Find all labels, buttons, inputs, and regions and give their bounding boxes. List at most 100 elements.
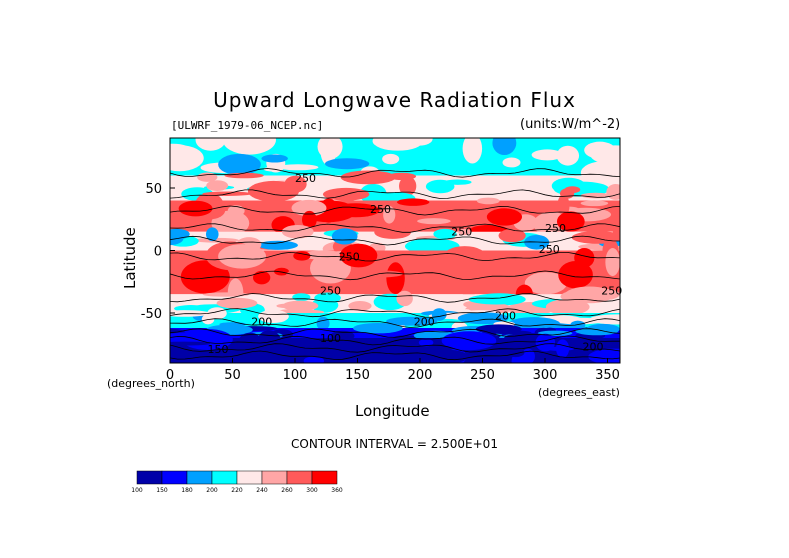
contour-interval: CONTOUR INTERVAL = 2.500E+01 xyxy=(291,437,498,451)
field-patch xyxy=(383,206,396,224)
field-patch xyxy=(590,145,620,165)
field-patch xyxy=(291,199,327,217)
field-patch xyxy=(507,317,561,332)
contour-line xyxy=(170,189,620,199)
field-patch xyxy=(399,176,417,196)
field-patch xyxy=(178,200,213,217)
field-patch xyxy=(433,228,457,240)
field-patch xyxy=(557,194,570,217)
field-patch xyxy=(324,158,370,170)
contour-line xyxy=(170,318,620,328)
field-patch xyxy=(293,251,311,261)
field-patch xyxy=(468,294,525,305)
field-patch xyxy=(386,262,405,295)
contour-label: 250 xyxy=(451,226,472,239)
y-tick-label: 0 xyxy=(154,245,162,260)
field-patch xyxy=(180,260,230,294)
field-patch xyxy=(425,179,455,194)
field-patch xyxy=(441,331,497,351)
field-patch xyxy=(206,227,219,242)
y-axis-title: Latitude xyxy=(121,227,139,289)
field-patch xyxy=(382,153,400,165)
field-patch xyxy=(317,138,343,160)
x-axis-title: Longitude xyxy=(355,402,430,420)
field-patch xyxy=(340,170,396,185)
field-patch xyxy=(222,138,276,155)
field-patch xyxy=(227,205,245,217)
contour-line xyxy=(170,235,620,246)
field-patch xyxy=(380,138,405,149)
colorbar-label: 360 xyxy=(331,487,343,494)
field-patch xyxy=(281,224,314,239)
colorbar-swatch xyxy=(136,470,163,485)
field-patch xyxy=(224,172,264,179)
colorbar-swatch xyxy=(286,470,313,485)
colorbar-swatch xyxy=(186,470,213,485)
colorbar-swatch xyxy=(236,470,263,485)
field-patch xyxy=(460,285,477,296)
units-label: (units:W/m^-2) xyxy=(520,117,621,132)
colorbar-label: 260 xyxy=(281,487,293,494)
field-patch xyxy=(170,341,211,346)
field-patch xyxy=(574,248,595,268)
contour-label: 250 xyxy=(295,172,316,185)
field-patch xyxy=(417,218,451,225)
field-patch xyxy=(170,230,184,246)
contour-label: 250 xyxy=(320,284,341,297)
contour-label: 250 xyxy=(370,203,391,216)
field-patch xyxy=(282,300,319,312)
field-patch xyxy=(376,355,398,362)
y-tick-label: -50 xyxy=(141,307,162,322)
field-patch xyxy=(431,308,447,321)
x-tick-label: 200 xyxy=(408,368,433,383)
field-patch xyxy=(218,153,261,176)
contour-label: 200 xyxy=(495,309,516,322)
field-patch xyxy=(218,244,267,269)
colorbar-label: 100 xyxy=(131,487,143,494)
contour-line xyxy=(170,293,620,303)
x-tick-label: 0 xyxy=(166,368,174,383)
x-tick-label: 300 xyxy=(533,368,558,383)
field-patch xyxy=(285,270,298,282)
contour-line xyxy=(170,308,620,318)
y-unit-label: (degrees_north) xyxy=(107,377,195,390)
field-patch xyxy=(406,138,433,146)
contour-line xyxy=(170,251,620,262)
contour-label: 200 xyxy=(414,316,435,329)
contour-label: 250 xyxy=(601,284,622,297)
field-patch xyxy=(374,225,412,239)
field-patch xyxy=(339,243,378,268)
colorbar-swatch xyxy=(211,470,238,485)
field-patch xyxy=(292,293,311,302)
field-patch xyxy=(498,229,526,243)
field-patch xyxy=(195,138,226,151)
field-patch xyxy=(276,303,295,309)
x-tick-label: 50 xyxy=(224,368,241,383)
file-label: [ULWRF_1979-06_NCEP.nc] xyxy=(171,119,324,132)
field-patch xyxy=(331,228,358,245)
colorbar-label: 300 xyxy=(306,487,318,494)
field-patch xyxy=(570,320,586,330)
field-patch xyxy=(386,172,417,180)
field-patch xyxy=(224,346,249,355)
field-patch xyxy=(531,149,563,161)
contour-line xyxy=(170,343,620,353)
x-tick-label: 350 xyxy=(595,368,620,383)
x-tick-label: 250 xyxy=(470,368,495,383)
field-patch xyxy=(458,228,471,236)
contour-line xyxy=(170,350,620,361)
colorbar-swatch xyxy=(311,470,338,485)
contour-line xyxy=(170,168,620,178)
field-patch xyxy=(589,288,620,300)
colorbar-label: 220 xyxy=(231,487,243,494)
contour-line xyxy=(170,335,620,346)
field-patch xyxy=(206,180,229,192)
field-patch xyxy=(303,356,325,363)
contour-label: 150 xyxy=(208,343,229,356)
contour-label: 200 xyxy=(583,341,604,354)
field-patch xyxy=(556,211,585,232)
field-patch xyxy=(469,254,520,281)
field-patch xyxy=(386,316,438,326)
chart-title: Upward Longwave Radiation Flux xyxy=(213,88,576,112)
field-patch xyxy=(524,272,567,295)
